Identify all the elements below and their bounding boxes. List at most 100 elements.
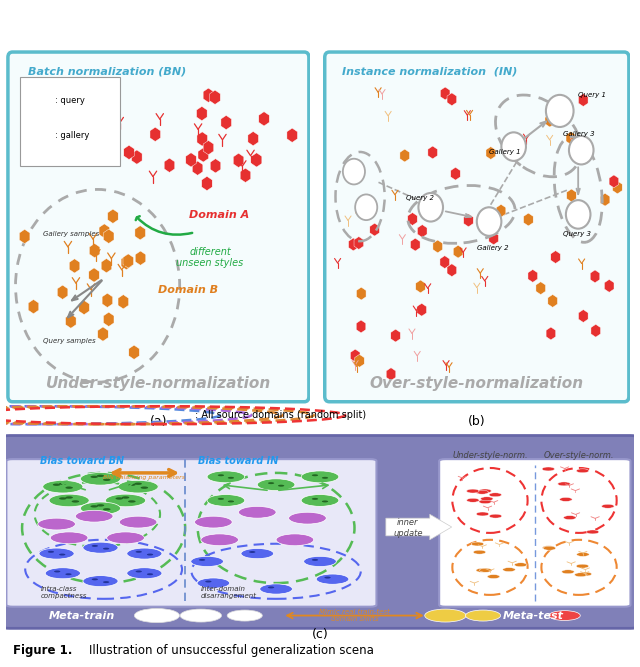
Circle shape [59, 554, 65, 556]
Polygon shape [566, 189, 576, 202]
Polygon shape [69, 259, 80, 273]
Circle shape [72, 500, 79, 503]
Polygon shape [98, 327, 108, 342]
FancyBboxPatch shape [8, 52, 309, 402]
Polygon shape [129, 345, 140, 360]
Text: inner
update: inner update [393, 518, 422, 538]
Circle shape [579, 572, 591, 576]
Polygon shape [417, 225, 427, 237]
Circle shape [268, 586, 274, 588]
Circle shape [92, 545, 98, 547]
Polygon shape [464, 214, 473, 227]
Polygon shape [417, 303, 426, 316]
Polygon shape [252, 153, 262, 167]
Circle shape [465, 610, 500, 621]
Polygon shape [349, 238, 358, 251]
FancyBboxPatch shape [6, 459, 376, 607]
Polygon shape [108, 209, 118, 223]
Polygon shape [496, 204, 506, 217]
Circle shape [38, 518, 76, 530]
Circle shape [476, 568, 488, 572]
Polygon shape [186, 153, 196, 167]
Circle shape [127, 568, 162, 579]
Polygon shape [416, 280, 426, 293]
Circle shape [515, 563, 527, 567]
Circle shape [471, 542, 484, 546]
Polygon shape [101, 259, 112, 273]
Circle shape [201, 534, 239, 546]
Circle shape [577, 469, 589, 473]
Text: Under-style-normalization: Under-style-normalization [46, 376, 271, 391]
Circle shape [228, 500, 234, 502]
Polygon shape [79, 300, 90, 315]
Circle shape [477, 207, 501, 236]
Polygon shape [164, 158, 175, 173]
Circle shape [197, 578, 230, 588]
Circle shape [312, 498, 318, 500]
Circle shape [106, 494, 146, 507]
Polygon shape [198, 148, 209, 162]
Text: Over-style-normalization: Over-style-normalization [370, 376, 584, 391]
Circle shape [577, 552, 589, 556]
Circle shape [147, 554, 153, 556]
Polygon shape [590, 270, 600, 283]
Circle shape [316, 574, 349, 584]
Text: Bias toward IN: Bias toward IN [198, 456, 278, 466]
Polygon shape [609, 175, 619, 188]
Text: Domain B: Domain B [159, 285, 218, 295]
Circle shape [49, 494, 89, 507]
FancyArrow shape [386, 514, 452, 540]
Text: Meta-train: Meta-train [49, 610, 115, 620]
Circle shape [304, 556, 336, 566]
Circle shape [322, 500, 328, 502]
Polygon shape [440, 255, 449, 269]
Text: Mimic real train-test
domain shifts: Mimic real train-test domain shifts [319, 609, 390, 622]
Text: (b): (b) [468, 415, 486, 428]
Polygon shape [102, 293, 113, 307]
Text: Intra-class
compactness: Intra-class compactness [41, 586, 87, 599]
Circle shape [542, 546, 555, 550]
Circle shape [76, 510, 113, 522]
Circle shape [59, 482, 67, 485]
Polygon shape [440, 87, 450, 100]
Circle shape [218, 498, 224, 500]
Text: : query: : query [55, 96, 85, 105]
Polygon shape [118, 295, 129, 309]
Text: different
unseen styles: different unseen styles [177, 247, 244, 268]
Text: Query samples: Query samples [43, 338, 95, 344]
Polygon shape [193, 161, 203, 175]
Polygon shape [545, 114, 555, 127]
Circle shape [92, 578, 98, 580]
Text: Bias toward BN: Bias toward BN [40, 456, 124, 466]
Text: Instance normalization  (IN): Instance normalization (IN) [342, 66, 517, 76]
Circle shape [479, 568, 492, 572]
Polygon shape [89, 268, 99, 282]
Circle shape [425, 609, 466, 622]
Circle shape [542, 467, 555, 471]
Circle shape [355, 194, 377, 220]
Circle shape [118, 480, 158, 493]
Polygon shape [248, 131, 259, 146]
Circle shape [128, 484, 136, 486]
Polygon shape [612, 181, 622, 194]
Polygon shape [58, 285, 68, 299]
Circle shape [419, 193, 443, 221]
Circle shape [97, 475, 104, 477]
Circle shape [481, 497, 493, 501]
Polygon shape [433, 240, 442, 253]
Circle shape [218, 474, 224, 476]
Circle shape [147, 573, 153, 575]
Circle shape [569, 136, 593, 165]
Polygon shape [104, 312, 114, 326]
Text: Query 3: Query 3 [563, 231, 591, 237]
Polygon shape [197, 132, 207, 146]
Circle shape [257, 479, 295, 491]
Polygon shape [135, 225, 145, 240]
Polygon shape [548, 295, 557, 307]
Circle shape [122, 496, 129, 499]
Circle shape [195, 516, 232, 528]
Polygon shape [135, 251, 146, 265]
Circle shape [119, 516, 157, 528]
Polygon shape [90, 243, 100, 257]
Circle shape [180, 609, 221, 622]
